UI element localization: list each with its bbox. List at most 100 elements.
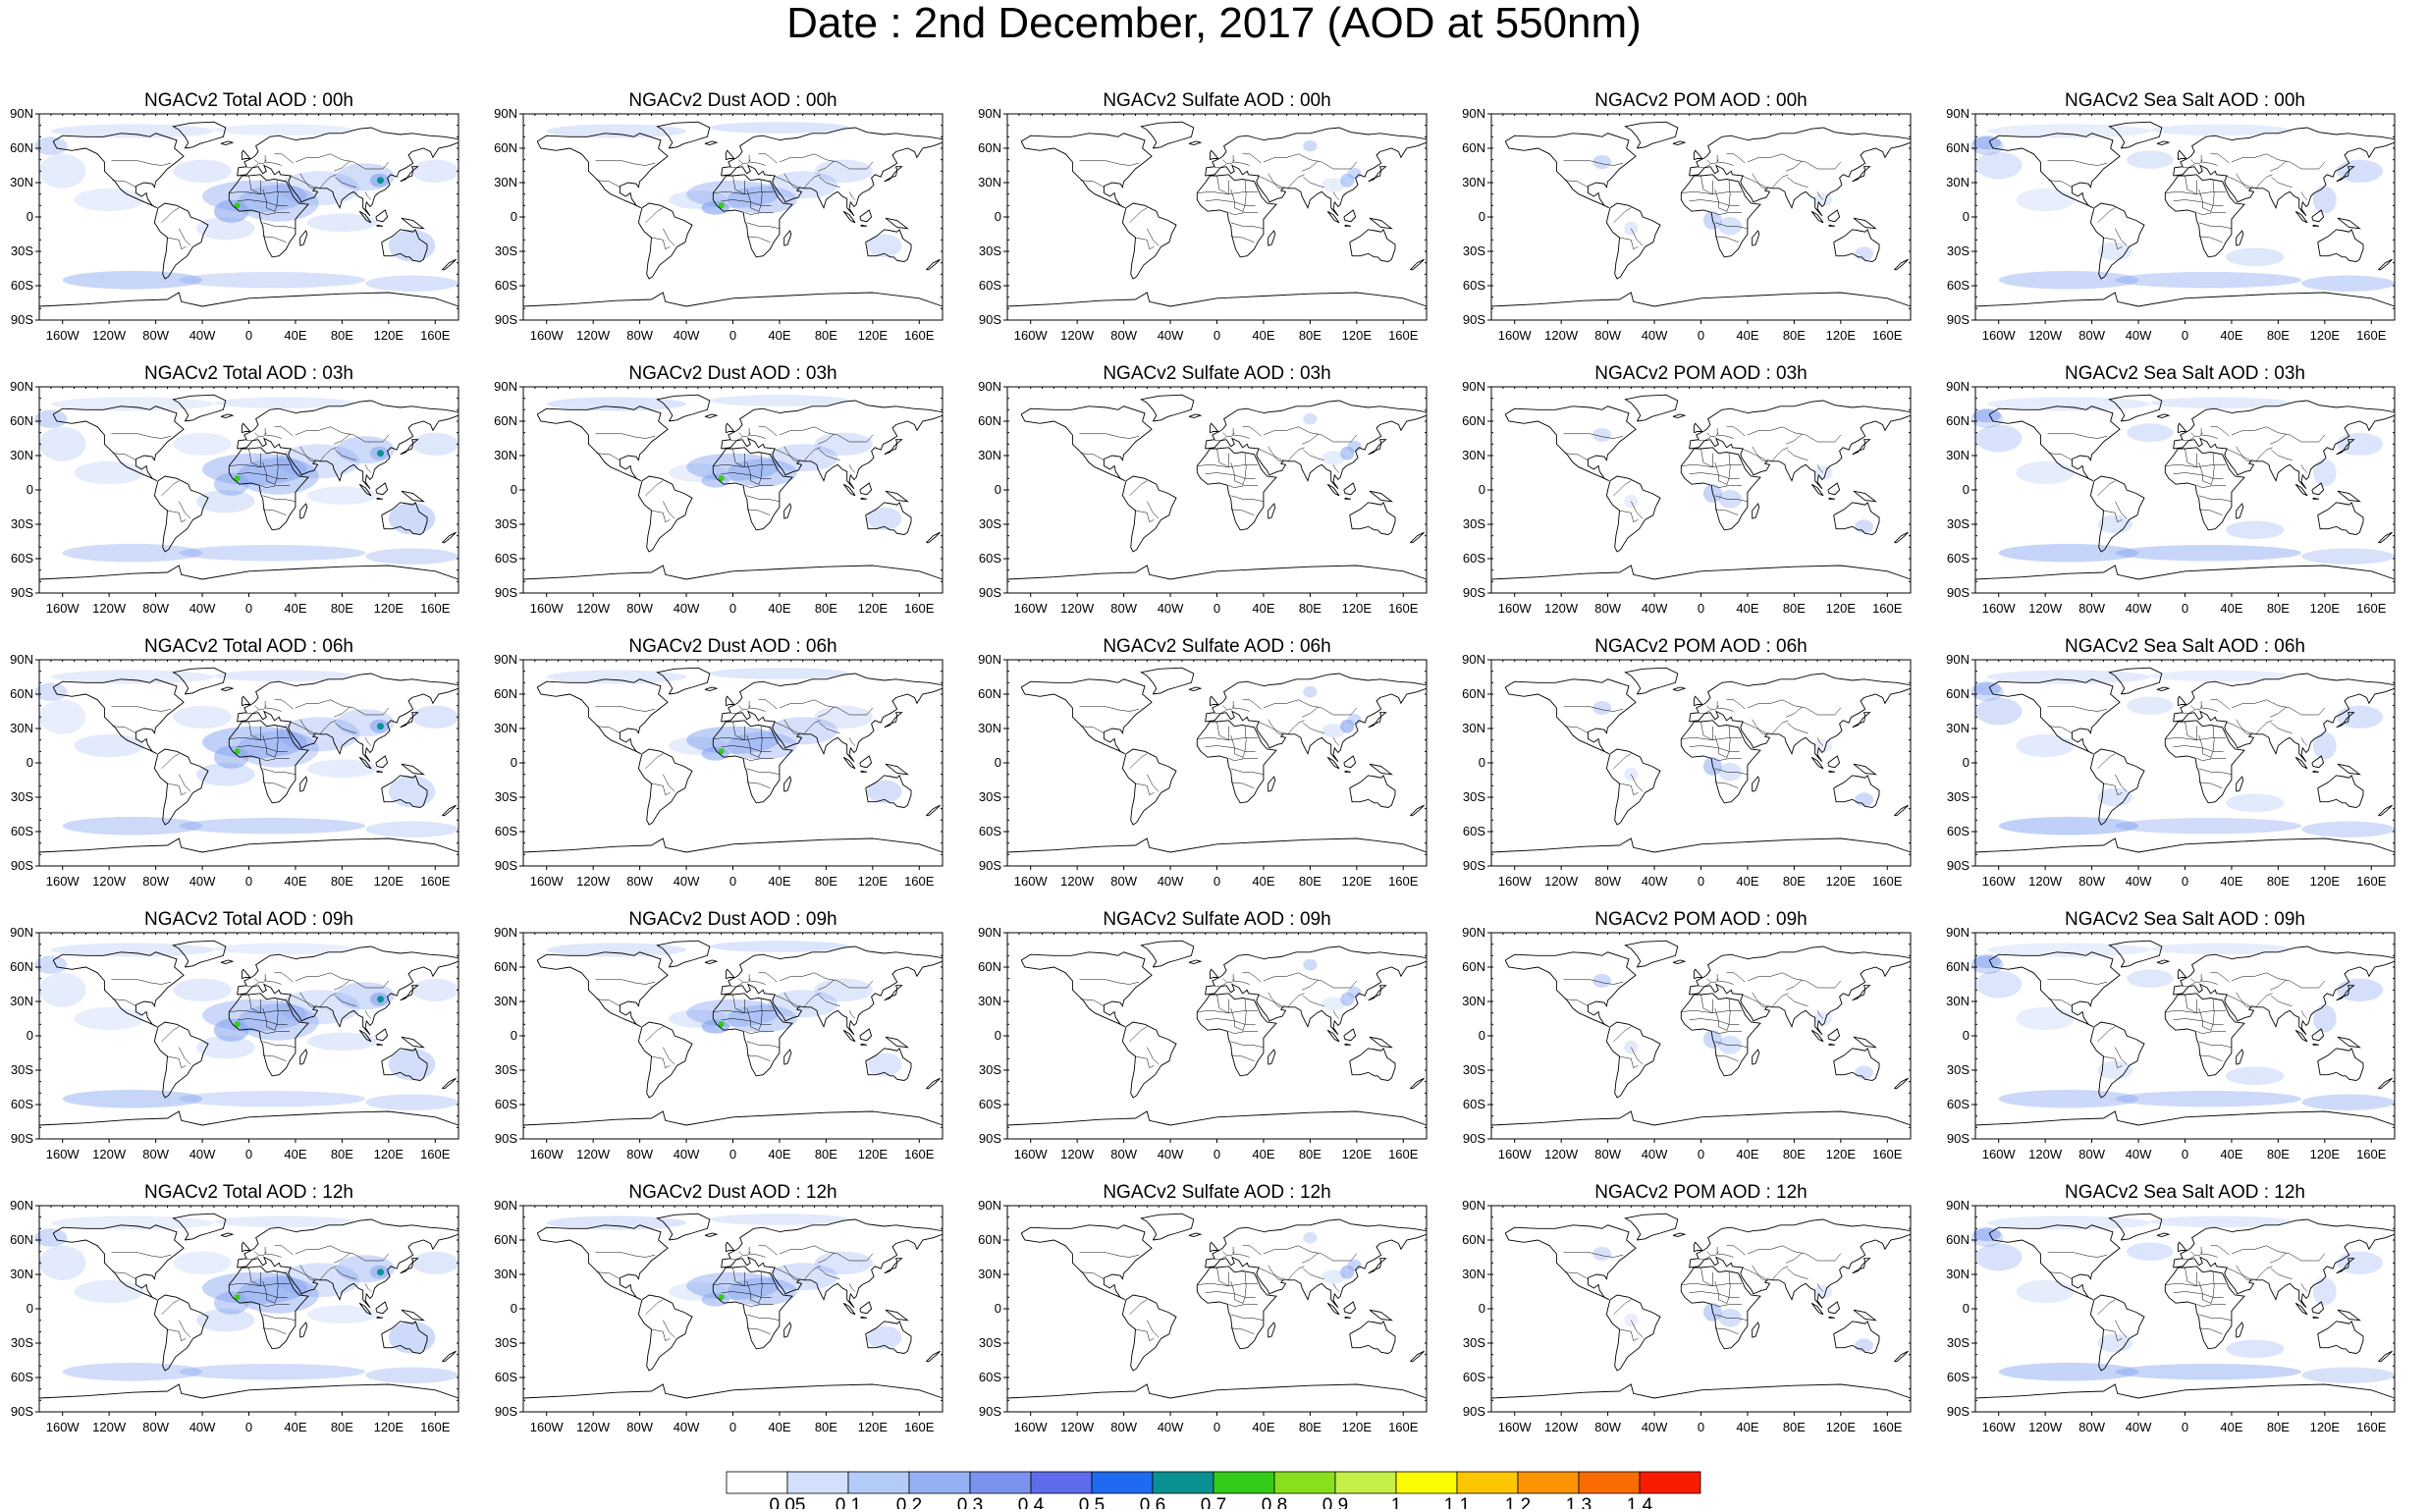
aod-patch — [196, 1036, 255, 1059]
colorbar-label: 1.2 — [1505, 1495, 1531, 1509]
lon-tick-label: 80E — [1299, 1420, 1322, 1434]
coastline — [2177, 968, 2187, 980]
coastline — [172, 940, 227, 968]
lon-tick-label: 0 — [729, 601, 736, 616]
coastline — [1369, 217, 1393, 230]
lon-tick-label: 120W — [1544, 874, 1579, 889]
border-line — [161, 753, 180, 769]
country-borders — [111, 426, 389, 523]
lon-tick-label: 80W — [626, 1147, 653, 1161]
coastline — [38, 837, 459, 853]
lat-tick-label: 60N — [494, 959, 517, 974]
lat-tick-label: 90N — [10, 927, 33, 940]
border-line — [1287, 174, 1305, 189]
aod-patch — [709, 1214, 850, 1225]
border-line — [746, 189, 759, 212]
coastline — [52, 678, 185, 755]
lon-tick-label: 160E — [904, 874, 935, 889]
aod-patch — [1855, 246, 1874, 261]
border-line — [274, 1245, 294, 1256]
coastline — [885, 217, 909, 230]
coastline — [926, 804, 941, 817]
border-line — [2097, 753, 2116, 769]
lat-tick-label: 60S — [1947, 278, 1969, 293]
border-line — [1752, 173, 1769, 190]
lon-tick-label: 160W — [1498, 328, 1533, 343]
border-line — [818, 160, 835, 172]
lat-tick-label: 30S — [1463, 243, 1485, 258]
lat-tick-label: 30N — [978, 175, 1001, 189]
lat-tick-label: 30S — [979, 1062, 1001, 1077]
lon-tick-label: 80E — [1299, 874, 1322, 889]
lat-tick-label: 30S — [11, 516, 33, 531]
lon-tick-label: 160W — [1014, 874, 1049, 889]
lon-tick-label: 40W — [1642, 874, 1668, 889]
aod-patch — [1322, 724, 1345, 738]
lon-tick-label: 0 — [729, 874, 736, 889]
coastline — [522, 837, 944, 853]
border-line — [1747, 153, 1795, 163]
coastline — [1605, 1021, 1661, 1099]
lon-tick-label: 160E — [2356, 1147, 2387, 1161]
lon-tick-label: 160W — [530, 601, 565, 616]
coastline — [926, 1077, 941, 1090]
lon-tick-label: 40W — [1642, 1147, 1668, 1161]
lat-tick-label: 0 — [1963, 1028, 1969, 1043]
lon-tick-label: 80E — [331, 874, 353, 889]
border-line — [645, 1026, 664, 1042]
aod-patch — [306, 759, 377, 779]
aod-patch — [2312, 731, 2337, 760]
lon-tick-label: 40E — [1736, 874, 1758, 889]
coastline — [172, 121, 227, 149]
lon-tick-label: 40W — [189, 328, 216, 343]
coastline — [220, 686, 235, 691]
lon-tick-label: 160E — [2356, 601, 2387, 616]
lat-tick-label: 60N — [1946, 413, 1969, 428]
coastline — [2089, 1294, 2145, 1372]
border-line — [1230, 1280, 1243, 1304]
coastline — [2311, 482, 2325, 496]
coastline — [299, 1322, 308, 1338]
coastline — [1605, 748, 1661, 826]
border-line — [1741, 1267, 1767, 1279]
lon-tick-label: 120W — [576, 1147, 611, 1161]
border-line — [1700, 1267, 1713, 1287]
colorbar-bin — [847, 1471, 910, 1494]
border-line — [746, 1327, 771, 1334]
border-line — [730, 164, 743, 169]
lon-tick-label: 160E — [2356, 1420, 2387, 1434]
coastline — [1605, 1294, 1661, 1372]
border-line — [779, 153, 827, 163]
lat-tick-label: 60N — [1946, 1232, 1969, 1247]
map-panel-dust-0: NGACv2 Dust AOD : 00h 90N 60N 30N 0 30S 60S 90S… — [484, 90, 945, 346]
lat-tick-label: 60N — [494, 413, 517, 428]
aod-patch — [62, 1089, 203, 1108]
lon-tick-label: 40W — [1642, 601, 1668, 616]
lat-tick-label: 0 — [1963, 755, 1969, 770]
aod-patch — [196, 490, 255, 513]
lon-tick-label: 40W — [2126, 874, 2152, 889]
coastline — [1828, 1043, 1835, 1046]
aod-hotspot — [718, 1021, 725, 1028]
aod-patch — [1986, 943, 2150, 957]
aod-patch — [1986, 124, 2150, 138]
lat-tick-label: 90N — [494, 654, 517, 667]
lon-tick-label: 120W — [1544, 328, 1579, 343]
border-line — [1214, 710, 1227, 715]
border-line — [1714, 768, 1748, 775]
lon-tick-label: 160W — [46, 1147, 81, 1161]
coastline — [38, 565, 459, 580]
border-line — [319, 993, 337, 1007]
coastline — [358, 483, 372, 497]
coastline — [865, 1047, 912, 1081]
border-line — [773, 448, 799, 460]
border-line — [1787, 996, 1808, 1006]
aod-patch — [1347, 986, 1362, 999]
lon-tick-label: 160E — [1388, 1147, 1419, 1161]
border-line — [1302, 433, 1319, 445]
lat-tick-label: 90S — [11, 585, 33, 600]
coastline — [1368, 439, 1387, 456]
